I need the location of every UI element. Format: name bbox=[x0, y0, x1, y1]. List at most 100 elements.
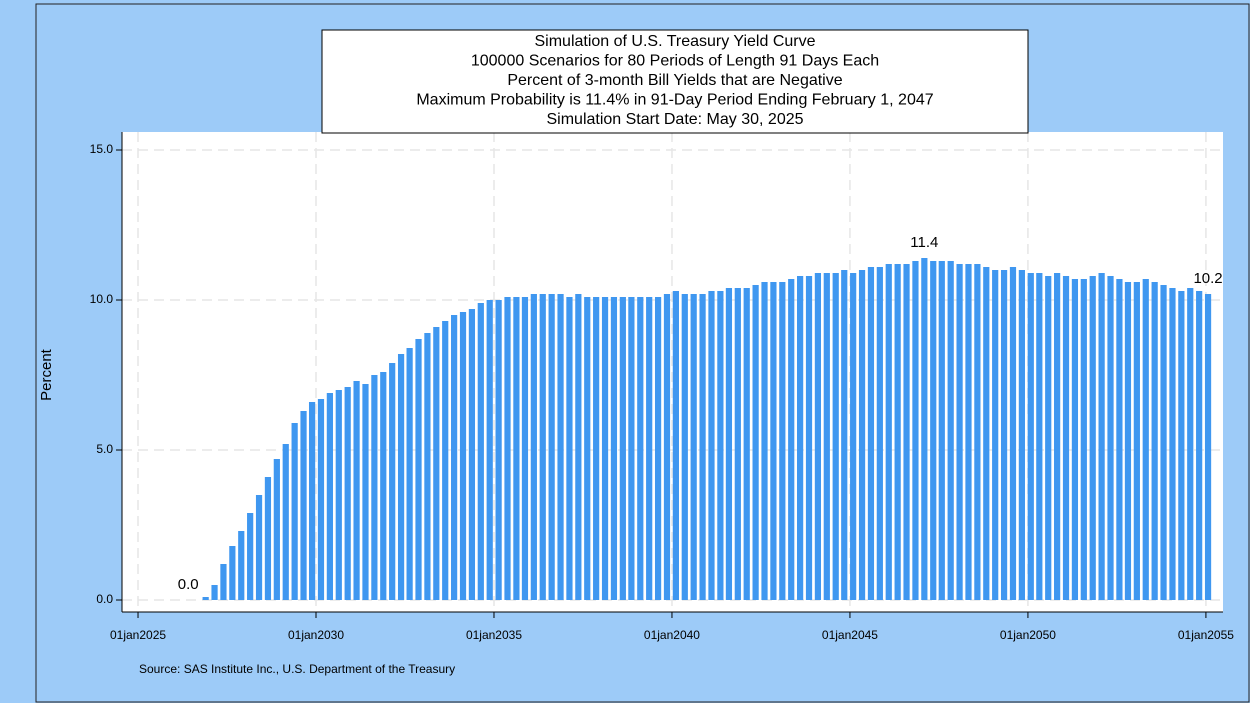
x-tick-label: 01jan2035 bbox=[466, 628, 522, 642]
bar bbox=[885, 264, 892, 600]
x-tick-label: 01jan2040 bbox=[644, 628, 700, 642]
bar bbox=[513, 297, 520, 600]
chart-title: Percent of 3-month Bill Yields that are … bbox=[507, 72, 842, 89]
bar bbox=[353, 381, 360, 600]
bar bbox=[220, 564, 227, 600]
bar bbox=[371, 375, 378, 600]
bar bbox=[965, 264, 972, 600]
bar bbox=[264, 477, 272, 600]
bar bbox=[273, 459, 280, 600]
bars bbox=[202, 258, 1212, 600]
bar bbox=[335, 390, 342, 600]
frame bbox=[35, 3, 1250, 703]
bar bbox=[308, 402, 316, 600]
bar bbox=[725, 288, 733, 600]
bar bbox=[805, 276, 813, 600]
x-tick-label: 01jan2025 bbox=[110, 628, 166, 642]
data-label: 10.2 bbox=[1193, 270, 1222, 287]
bar bbox=[610, 297, 618, 600]
bar bbox=[255, 495, 263, 600]
bar bbox=[1124, 282, 1132, 600]
bar bbox=[646, 297, 653, 600]
bar bbox=[619, 297, 626, 600]
y-tick-label: 5.0 bbox=[96, 442, 113, 456]
y-tick-label: 0.0 bbox=[96, 592, 113, 606]
bar bbox=[326, 393, 333, 600]
bar bbox=[362, 384, 369, 600]
bar bbox=[1107, 276, 1114, 600]
bar bbox=[858, 270, 866, 600]
bar bbox=[566, 297, 573, 600]
bar bbox=[1187, 288, 1194, 600]
x-tick-label: 01jan2055 bbox=[1178, 628, 1234, 642]
bar bbox=[663, 294, 671, 600]
bar bbox=[1000, 270, 1008, 600]
bar bbox=[814, 273, 822, 600]
bar bbox=[486, 300, 493, 600]
bar bbox=[717, 291, 724, 600]
chart-title: Simulation of U.S. Treasury Yield Curve bbox=[534, 33, 815, 50]
bar bbox=[983, 267, 990, 600]
bar bbox=[1151, 282, 1158, 600]
bar bbox=[247, 513, 254, 600]
bar bbox=[947, 261, 954, 600]
source-note: Source: SAS Institute Inc., U.S. Departm… bbox=[139, 662, 455, 676]
bar bbox=[495, 300, 502, 600]
bar bbox=[584, 297, 591, 600]
bar bbox=[921, 258, 928, 600]
bar bbox=[397, 354, 405, 600]
bar bbox=[1098, 273, 1105, 600]
bar bbox=[300, 411, 307, 600]
bar bbox=[380, 372, 387, 600]
bar bbox=[593, 297, 600, 600]
bar bbox=[601, 297, 609, 600]
bar bbox=[238, 531, 245, 600]
bar bbox=[1071, 279, 1079, 600]
bar bbox=[876, 267, 883, 600]
bar bbox=[389, 363, 396, 600]
bar bbox=[841, 270, 848, 600]
bar bbox=[797, 276, 804, 600]
bar bbox=[912, 261, 919, 600]
bar bbox=[442, 321, 449, 600]
bar bbox=[451, 315, 458, 600]
bar bbox=[681, 294, 688, 600]
bar bbox=[672, 291, 679, 600]
x-tick-label: 01jan2045 bbox=[822, 628, 878, 642]
bar bbox=[406, 348, 413, 600]
bar bbox=[1054, 273, 1061, 600]
bar bbox=[832, 273, 839, 600]
bar bbox=[202, 597, 209, 600]
data-label: 0.0 bbox=[178, 576, 199, 593]
bar bbox=[770, 282, 777, 600]
bar bbox=[930, 261, 937, 600]
x-tick-label: 01jan2030 bbox=[288, 628, 344, 642]
bar bbox=[317, 399, 325, 600]
y-tick-label: 10.0 bbox=[90, 292, 114, 306]
bar bbox=[424, 333, 431, 600]
bar bbox=[654, 297, 662, 600]
bar bbox=[459, 312, 467, 600]
bar bbox=[788, 279, 795, 600]
bar bbox=[699, 294, 706, 600]
bar bbox=[1018, 270, 1025, 600]
bar bbox=[1204, 294, 1212, 600]
y-axis-label: Percent bbox=[38, 348, 55, 401]
bar bbox=[557, 294, 564, 600]
bar bbox=[974, 264, 981, 600]
bar bbox=[477, 303, 484, 600]
bar bbox=[1178, 291, 1185, 600]
bar bbox=[344, 387, 351, 600]
bar bbox=[229, 546, 236, 600]
bar bbox=[504, 297, 511, 600]
bar bbox=[1169, 288, 1176, 600]
bar bbox=[956, 264, 963, 600]
chart-title: 100000 Scenarios for 80 Periods of Lengt… bbox=[471, 53, 879, 70]
bar bbox=[1160, 285, 1167, 600]
bar bbox=[734, 288, 741, 600]
bar bbox=[548, 294, 555, 600]
bar bbox=[530, 294, 537, 600]
bar bbox=[867, 267, 875, 600]
chart-title: Maximum Probability is 11.4% in 91-Day P… bbox=[416, 92, 933, 109]
